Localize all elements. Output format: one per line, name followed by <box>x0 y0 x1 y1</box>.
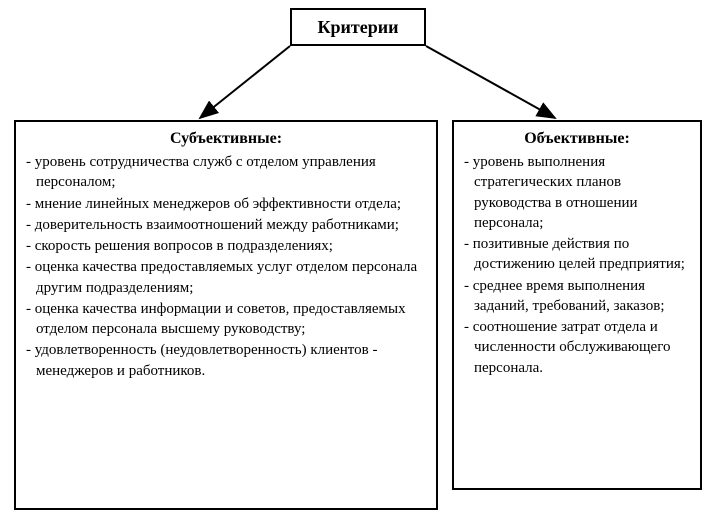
branch-right-items: - уровень выполнения стратегических план… <box>464 152 690 378</box>
list-item: - позитивные действия по достижению целе… <box>464 234 690 275</box>
list-item: - среднее время выполнения заданий, треб… <box>464 276 690 317</box>
list-item: - уровень выполнения стратегических план… <box>464 152 690 233</box>
list-item: - мнение линейных менеджеров об эффектив… <box>26 194 426 214</box>
list-item: - уровень сотрудничества служб с отделом… <box>26 152 426 193</box>
list-item: - доверительность взаимоотношений между … <box>26 215 426 235</box>
list-item: - оценка качества информации и советов, … <box>26 299 426 340</box>
arrow-left <box>200 46 290 118</box>
list-item: - оценка качества предоставляемых услуг … <box>26 257 426 298</box>
list-item: - скорость решения вопросов в подразделе… <box>26 236 426 256</box>
branch-left-items: - уровень сотрудничества служб с отделом… <box>26 152 426 381</box>
arrow-right <box>426 46 555 118</box>
branch-left-title: Субъективные: <box>26 130 426 148</box>
branch-right: Объективные: - уровень выполнения страте… <box>452 120 702 490</box>
root-node: Критерии <box>290 8 426 46</box>
root-label: Критерии <box>317 17 398 38</box>
branch-right-title: Объективные: <box>464 130 690 148</box>
list-item: - удовлетворенность (неудовлетворенность… <box>26 340 426 381</box>
branch-left: Субъективные: - уровень сотрудничества с… <box>14 120 438 510</box>
list-item: - соотношение затрат отдела и численност… <box>464 317 690 378</box>
